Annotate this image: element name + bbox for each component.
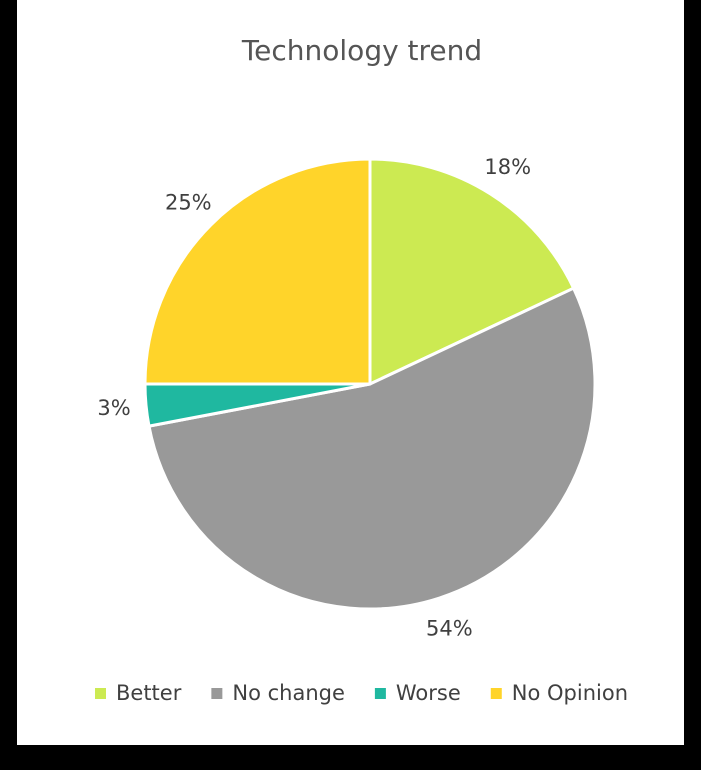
data-label-better: 18% <box>484 155 531 179</box>
legend-swatch-no-change <box>211 688 223 699</box>
legend-label-better: Better <box>116 681 182 705</box>
data-label-no-opinion: 25% <box>165 190 212 214</box>
data-label-no-change: 54% <box>426 616 473 640</box>
legend-label-no-change: No change <box>232 681 345 705</box>
legend-label-worse: Worse <box>396 681 461 705</box>
legend-swatch-no-opinion <box>490 688 502 699</box>
pie-labels: 18% 54% 3% 25% <box>97 155 531 640</box>
slice-better <box>368 157 576 386</box>
legend-label-no-opinion: No Opinion <box>512 681 628 705</box>
legend-swatch-worse <box>374 688 386 699</box>
data-label-worse: 3% <box>97 396 130 420</box>
legend: Better No change Worse No Opinion <box>95 681 628 705</box>
slice-no-opinion <box>143 157 372 386</box>
chart-title: Technology trend <box>241 34 482 67</box>
pie-slices <box>143 157 597 611</box>
slice-no-change <box>147 286 597 611</box>
legend-swatch-better <box>95 688 106 699</box>
